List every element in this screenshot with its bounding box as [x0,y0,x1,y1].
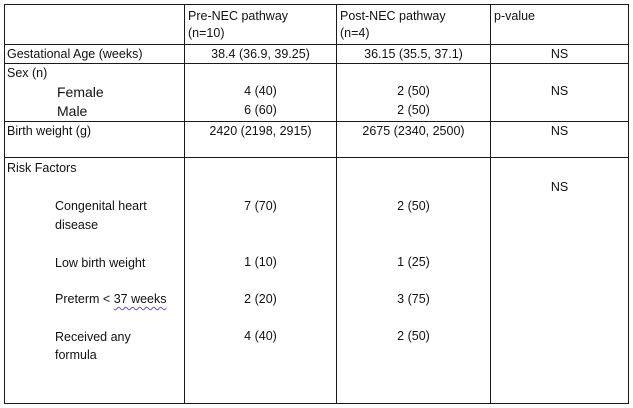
column-divider [184,4,185,404]
cell-post: 2 (50) [397,103,430,117]
cell-pre: 2420 (2198, 2915) [209,124,312,138]
header-post-n: (n=4) [340,26,370,40]
cell-pre: 2 (20) [244,292,277,306]
cell-post: 2 (50) [397,199,430,213]
preterm-prefix: Preterm < [55,292,114,306]
cell-pre: 7 (70) [244,199,277,213]
row-label-preterm: Preterm < 37 weeks [55,290,167,308]
row-label-birth-weight: Birth weight (g) [7,124,92,138]
table-border-top [4,4,629,5]
header-pre-title: Pre-NEC pathway [188,9,289,23]
table-divider [4,63,629,64]
spellcheck-underlined-text: 37 weeks [113,292,167,306]
column-divider [336,4,337,404]
cell-pre: 4 (40) [244,84,277,98]
cell-post: 36.15 (35.5, 37.1) [364,47,463,61]
table-divider [4,157,629,158]
row-label-gestational-age: Gestational Age (weeks) [7,47,143,61]
cell-post: 2 (50) [397,84,430,98]
header-pre-n: (n=10) [188,26,225,40]
row-label-formula-cont: formula [55,348,97,362]
cell-pvalue: NS [550,84,569,98]
table-border-left [4,4,5,404]
row-label-chd-cont: disease [55,218,99,232]
row-label-formula: Received any [55,330,131,344]
cell-post: 1 (25) [397,255,430,269]
cell-pre: 6 (60) [244,103,277,117]
row-label-male: Male [57,103,88,119]
row-label-sex: Sex (n) [7,66,48,80]
row-label-chd: Congenital heart [55,199,147,213]
column-divider [490,4,491,404]
table-divider [4,121,629,122]
header-post-title: Post-NEC pathway [340,9,446,23]
cell-pre: 1 (10) [244,255,277,269]
cell-post: 3 (75) [397,292,430,306]
cell-pre: 4 (40) [244,329,277,343]
cell-post: 2675 (2340, 2500) [362,124,465,138]
cell-post: 2 (50) [397,329,430,343]
table-divider [4,44,629,45]
cell-pvalue: NS [550,47,569,61]
row-label-female: Female [57,84,104,100]
table-border-right [628,4,629,404]
cell-pre: 38.4 (36.9, 39.25) [211,47,310,61]
cell-pvalue: NS [550,124,569,138]
table-border-bottom [4,403,629,404]
row-label-lbw: Low birth weight [55,256,146,270]
cell-pvalue: NS [550,180,569,194]
row-label-risk-factors: Risk Factors [7,161,77,175]
header-pvalue: p-value [494,9,535,23]
